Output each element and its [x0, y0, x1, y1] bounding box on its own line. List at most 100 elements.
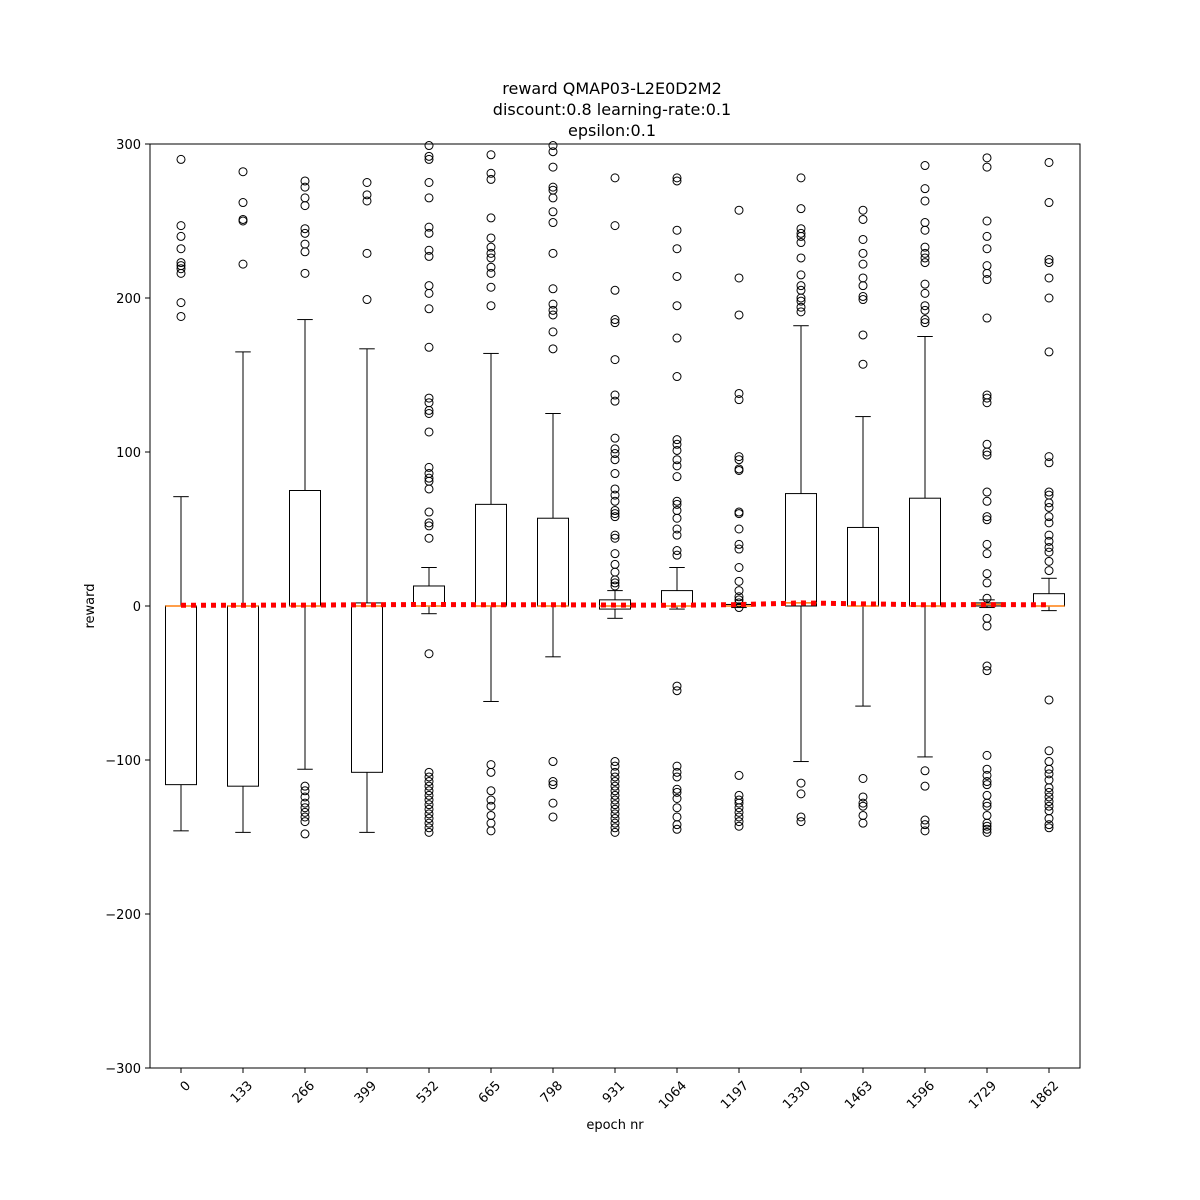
- outlier-point: [424, 251, 434, 261]
- outlier-point: [486, 786, 496, 796]
- x-axis-label: epoch nr: [586, 1118, 644, 1133]
- outlier-point: [610, 285, 620, 295]
- box-group-931: [599, 173, 631, 837]
- outlier-point: [796, 812, 806, 822]
- y-axis: −300 −200 −100 0 100 200 300: [105, 138, 150, 1077]
- outlier-point: [672, 524, 682, 534]
- outlier-point: [610, 809, 620, 819]
- outlier-point: [920, 279, 930, 289]
- outlier-point: [424, 772, 434, 782]
- outlier-point: [486, 213, 496, 223]
- box: [413, 585, 445, 607]
- outlier-point: [1044, 757, 1054, 767]
- outlier-point: [858, 792, 868, 802]
- outlier-point: [672, 244, 682, 254]
- outlier-point: [734, 465, 744, 475]
- outlier-point: [362, 196, 372, 206]
- outlier-point: [610, 490, 620, 500]
- outlier-point: [982, 549, 992, 559]
- outlier-point: [610, 506, 620, 516]
- outlier-point: [424, 154, 434, 164]
- outlier-point: [1044, 255, 1054, 264]
- outlier-point: [920, 161, 930, 171]
- outlier-point: [982, 515, 992, 525]
- outlier-point: [1044, 530, 1054, 540]
- outlier-point: [734, 273, 744, 283]
- outlier-point: [982, 450, 992, 460]
- outlier-point: [734, 817, 744, 827]
- outlier-point: [610, 761, 620, 771]
- outlier-point: [982, 539, 992, 549]
- outlier-point: [424, 228, 434, 238]
- outlier-point: [796, 253, 806, 263]
- outlier-point: [858, 214, 868, 224]
- outlier-point: [672, 271, 682, 281]
- outlier-point: [486, 174, 496, 184]
- title-line-2: discount:0.8 learning-rate:0.1: [493, 100, 731, 119]
- outlier-point: [982, 818, 992, 828]
- x-tick-label: 0: [178, 1078, 194, 1094]
- box: [1033, 593, 1065, 607]
- outlier-point: [734, 544, 744, 554]
- outlier-point: [424, 193, 434, 203]
- outlier-point: [610, 790, 620, 800]
- outlier-point: [610, 433, 620, 443]
- outlier-point: [610, 549, 620, 559]
- outlier-point: [920, 826, 930, 836]
- outlier-point: [486, 301, 496, 311]
- outlier-point: [734, 586, 744, 596]
- outlier-point: [982, 764, 992, 774]
- outlier-point: [858, 330, 868, 340]
- outlier-point: [734, 205, 744, 215]
- outlier-point: [424, 245, 434, 255]
- outlier-point: [424, 814, 434, 824]
- outlier-point: [548, 193, 558, 203]
- box-group-1064: [661, 173, 693, 834]
- x-tick-label: 1330: [780, 1078, 814, 1112]
- outlier-point: [610, 530, 620, 540]
- outlier-point: [1044, 792, 1054, 802]
- outlier-point: [300, 798, 310, 808]
- outlier-point: [858, 205, 868, 215]
- outlier-point: [610, 559, 620, 569]
- outlier-point: [1044, 746, 1054, 756]
- outlier-point: [424, 427, 434, 437]
- box-group-1197: [723, 205, 755, 831]
- outlier-point: [424, 141, 434, 151]
- outlier-point: [796, 231, 806, 241]
- outlier-point: [920, 781, 930, 791]
- outlier-point: [1044, 787, 1054, 797]
- outlier-point: [610, 781, 620, 791]
- outlier-point: [982, 275, 992, 285]
- outlier-point: [610, 567, 620, 577]
- outlier-point: [672, 445, 682, 455]
- box: [351, 602, 383, 773]
- outlier-point: [424, 804, 434, 814]
- outlier-point: [424, 786, 434, 796]
- outlier-point: [548, 780, 558, 790]
- y-tick-label: −100: [105, 754, 141, 769]
- outlier-point: [486, 801, 496, 811]
- outlier-point: [734, 798, 744, 808]
- outlier-point: [982, 447, 992, 457]
- outlier-point: [1044, 542, 1054, 552]
- title-line-3: epsilon:0.1: [568, 121, 656, 140]
- outlier-point: [548, 182, 558, 192]
- outlier-point: [610, 827, 620, 837]
- outlier-point: [176, 231, 186, 241]
- outlier-point: [424, 790, 434, 800]
- outlier-point: [982, 827, 992, 837]
- outlier-point: [424, 405, 434, 415]
- outlier-point: [610, 772, 620, 782]
- outlier-point: [424, 507, 434, 517]
- outlier-point: [1044, 498, 1054, 508]
- y-tick-label: −300: [105, 1062, 141, 1077]
- outlier-point: [672, 546, 682, 556]
- outlier-point: [672, 550, 682, 560]
- outlier-point: [1044, 566, 1054, 576]
- outlier-point: [734, 790, 744, 800]
- x-tick-label: 1197: [718, 1078, 752, 1112]
- outlier-point: [858, 259, 868, 269]
- outlier-point: [548, 207, 558, 217]
